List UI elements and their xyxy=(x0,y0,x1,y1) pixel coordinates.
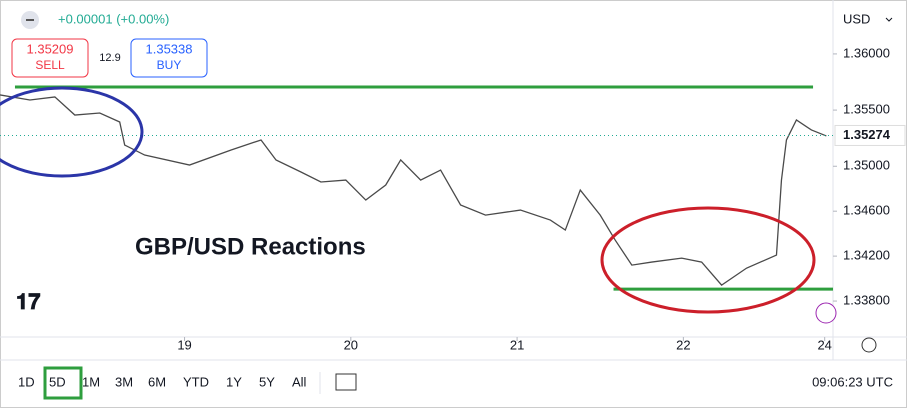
period-button[interactable]: 1Y xyxy=(226,374,242,389)
change: +0.00001 (+0.00%) xyxy=(58,11,169,26)
icon xyxy=(885,17,893,22)
buy-price: 1.35338 xyxy=(146,41,193,56)
settings-button[interactable] xyxy=(861,337,877,353)
y-tick-label: 1.34600 xyxy=(843,203,890,218)
period-button[interactable]: 3M xyxy=(115,374,133,389)
period-button[interactable]: 6M xyxy=(148,374,166,389)
x-tick-label: 19 xyxy=(177,337,191,352)
x-tick-label: 24 xyxy=(817,337,831,352)
icon[interactable] xyxy=(815,302,837,324)
clock: 09:06:23 UTC xyxy=(812,374,893,389)
active-period-box xyxy=(43,366,83,400)
period-button[interactable]: 1D xyxy=(18,374,35,389)
y-tick-label: 1.33800 xyxy=(843,292,890,307)
currency[interactable]: USD xyxy=(843,11,870,26)
period-button[interactable]: 1M xyxy=(82,374,100,389)
period-button[interactable]: 5Y xyxy=(259,374,275,389)
y-tick-label: 1.34200 xyxy=(843,248,890,263)
annotation: GBP/USD Reactions xyxy=(135,233,366,260)
sell-price: 1.35209 xyxy=(27,41,74,56)
highlight-ellipse xyxy=(0,86,144,178)
last-price-label: 1.35274 xyxy=(843,127,891,142)
sell-label: SELL xyxy=(35,58,65,72)
last-price-box xyxy=(834,124,906,146)
y-tick-label: 1.35000 xyxy=(843,158,890,173)
period-button[interactable]: 5D xyxy=(49,374,66,389)
sell-button[interactable] xyxy=(11,38,89,78)
highlight-ellipse xyxy=(600,206,816,314)
buy-button[interactable] xyxy=(130,38,208,78)
x-tick-label: 21 xyxy=(510,337,524,352)
spread: 12.9 xyxy=(99,52,120,64)
period-button[interactable]: YTD xyxy=(183,374,209,389)
buy-label: BUY xyxy=(157,58,182,72)
period-button[interactable]: All xyxy=(292,374,307,389)
period-bar: 1D 5D 1M 3M 6M YTD 1Y 5Y All xyxy=(18,366,307,400)
y-tick-label: 1.36000 xyxy=(843,45,890,60)
logo: 𝟏𝟕 xyxy=(16,289,41,314)
x-tick-label: 20 xyxy=(344,337,358,352)
x-tick-label: 22 xyxy=(676,337,690,352)
date-range-button[interactable] xyxy=(335,373,357,391)
y-tick-label: 1.35500 xyxy=(843,102,890,117)
